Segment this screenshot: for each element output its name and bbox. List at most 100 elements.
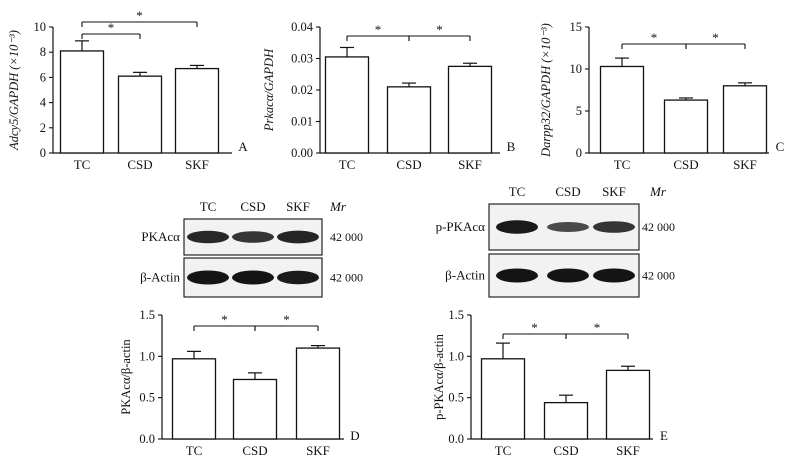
lane-label: CSD — [555, 184, 580, 199]
significance-bracket: * — [621, 30, 687, 49]
category-label: CSD — [396, 157, 421, 172]
chart-panel-c: 0 5 10 15 TC CSD SKF * * Darpp32/GAPDH (×10⁻³) C — [539, 20, 784, 172]
y-tick-label: 0.03 — [291, 52, 313, 66]
lane-label: SKF — [602, 184, 626, 199]
y-tick-label: 0.5 — [448, 391, 464, 405]
significance-star: * — [651, 30, 658, 45]
category-label: SKF — [733, 157, 757, 172]
bar-csd — [232, 378, 278, 440]
chart-panel-e: 0.0 0.5 1.0 1.5 TC CSD SKF * * p-PKAcα/β-actin E — [432, 308, 668, 458]
bar-tc — [171, 358, 217, 440]
panel-label: C — [776, 139, 785, 154]
significance-star: * — [594, 320, 601, 335]
blot-band — [593, 268, 635, 283]
western-blot-e: TC CSD SKF Mr p-PKAcα 42 000 β-Actin 42 000 — [436, 184, 675, 298]
significance-bracket: * — [565, 320, 629, 339]
blot-band — [496, 268, 538, 283]
significance-star: * — [375, 22, 382, 37]
blot-band — [187, 270, 229, 285]
category-label: TC — [495, 443, 512, 458]
category-label: CSD — [673, 157, 698, 172]
category-label: CSD — [127, 157, 152, 172]
category-label: TC — [614, 157, 631, 172]
bar-csd — [117, 75, 163, 154]
significance-bracket: * — [685, 30, 746, 49]
lane-label: TC — [200, 199, 217, 214]
y-tick-label: 0.00 — [291, 146, 313, 160]
band-mr: 42 000 — [330, 230, 363, 244]
lane-label: SKF — [286, 199, 310, 214]
y-axis-label: Adcy5/GAPDH (×10⁻³) — [7, 30, 21, 151]
bar-tc — [324, 56, 370, 154]
bar-csd — [543, 401, 589, 440]
lane-label: TC — [509, 184, 526, 199]
blot-band — [593, 221, 635, 233]
category-label: TC — [339, 157, 356, 172]
blot-band — [232, 231, 274, 243]
chart-panel-d: 0.0 0.5 1.0 1.5 TC CSD SKF * * PKAcα/β-actin D — [119, 308, 360, 458]
y-tick-label: 0 — [40, 146, 46, 160]
blot-band — [547, 222, 589, 232]
category-label: CSD — [242, 443, 267, 458]
blot-band — [547, 268, 589, 283]
panel-label: A — [238, 139, 248, 154]
category-label: TC — [186, 443, 203, 458]
band-mr: 42 000 — [642, 269, 675, 283]
bar-tc — [480, 358, 526, 440]
significance-bracket: * — [193, 312, 256, 331]
y-tick-label: 1.0 — [448, 349, 464, 363]
band-name: β-Actin — [140, 270, 180, 285]
y-tick-label: 6 — [40, 70, 46, 84]
bar-csd — [386, 86, 432, 154]
y-tick-label: 0.01 — [291, 115, 313, 129]
significance-star: * — [712, 30, 719, 45]
y-tick-label: 0 — [576, 146, 582, 160]
y-tick-label: 0.0 — [139, 432, 155, 446]
significance-star: * — [436, 22, 443, 37]
lane-label: CSD — [240, 199, 265, 214]
blot-band — [277, 270, 319, 285]
significance-bracket: * — [81, 8, 198, 27]
category-label: CSD — [553, 443, 578, 458]
y-axis-label: Prkacα/GAPDH — [262, 48, 276, 132]
blot-band — [232, 270, 274, 285]
y-tick-label: 10 — [570, 62, 583, 76]
y-axis-label: PKAcα/β-actin — [119, 339, 133, 415]
band-name: PKAcα — [141, 229, 180, 244]
significance-bracket: * — [502, 320, 567, 339]
y-tick-label: 0.02 — [291, 83, 313, 97]
significance-bracket: * — [81, 20, 141, 39]
y-tick-label: 15 — [570, 20, 583, 34]
y-axis-label: p-PKAcα/β-actin — [432, 333, 446, 420]
bar-skf — [295, 347, 341, 440]
category-label: SKF — [458, 157, 482, 172]
significance-star: * — [531, 320, 538, 335]
y-tick-label: 1.5 — [448, 308, 464, 322]
y-tick-label: 2 — [40, 121, 46, 135]
blot-band — [187, 230, 229, 244]
bar-csd — [663, 99, 709, 154]
y-tick-label: 4 — [40, 96, 47, 110]
y-tick-label: 0.0 — [448, 432, 464, 446]
chart-panel-b: 0.00 0.01 0.02 0.03 0.04 TC CSD SKF * * Prkacα/GAP… — [262, 20, 516, 172]
bar-skf — [174, 67, 220, 154]
significance-star: * — [221, 312, 228, 327]
significance-bracket: * — [346, 22, 410, 41]
category-label: SKF — [616, 443, 640, 458]
band-mr: 42 000 — [642, 220, 675, 234]
chart-panel-a: 0 2 4 6 8 10 TC CSD SKF * * Adcy5/GAPDH (×10⁻³) A — [7, 8, 248, 172]
bar-tc — [59, 50, 105, 154]
y-tick-label: 0.04 — [291, 20, 314, 34]
panel-label: D — [350, 428, 359, 443]
panel-label: B — [507, 139, 516, 154]
y-tick-label: 5 — [576, 104, 582, 118]
y-tick-label: 10 — [34, 20, 47, 34]
bar-skf — [605, 369, 651, 440]
western-blot-d: TC CSD SKF Mr PKAcα 42 000 β-Actin 42 000 — [140, 199, 363, 298]
panel-label: E — [660, 428, 668, 443]
category-label: SKF — [306, 443, 330, 458]
category-label: TC — [74, 157, 91, 172]
bar-tc — [599, 65, 645, 154]
y-tick-label: 8 — [40, 45, 46, 59]
